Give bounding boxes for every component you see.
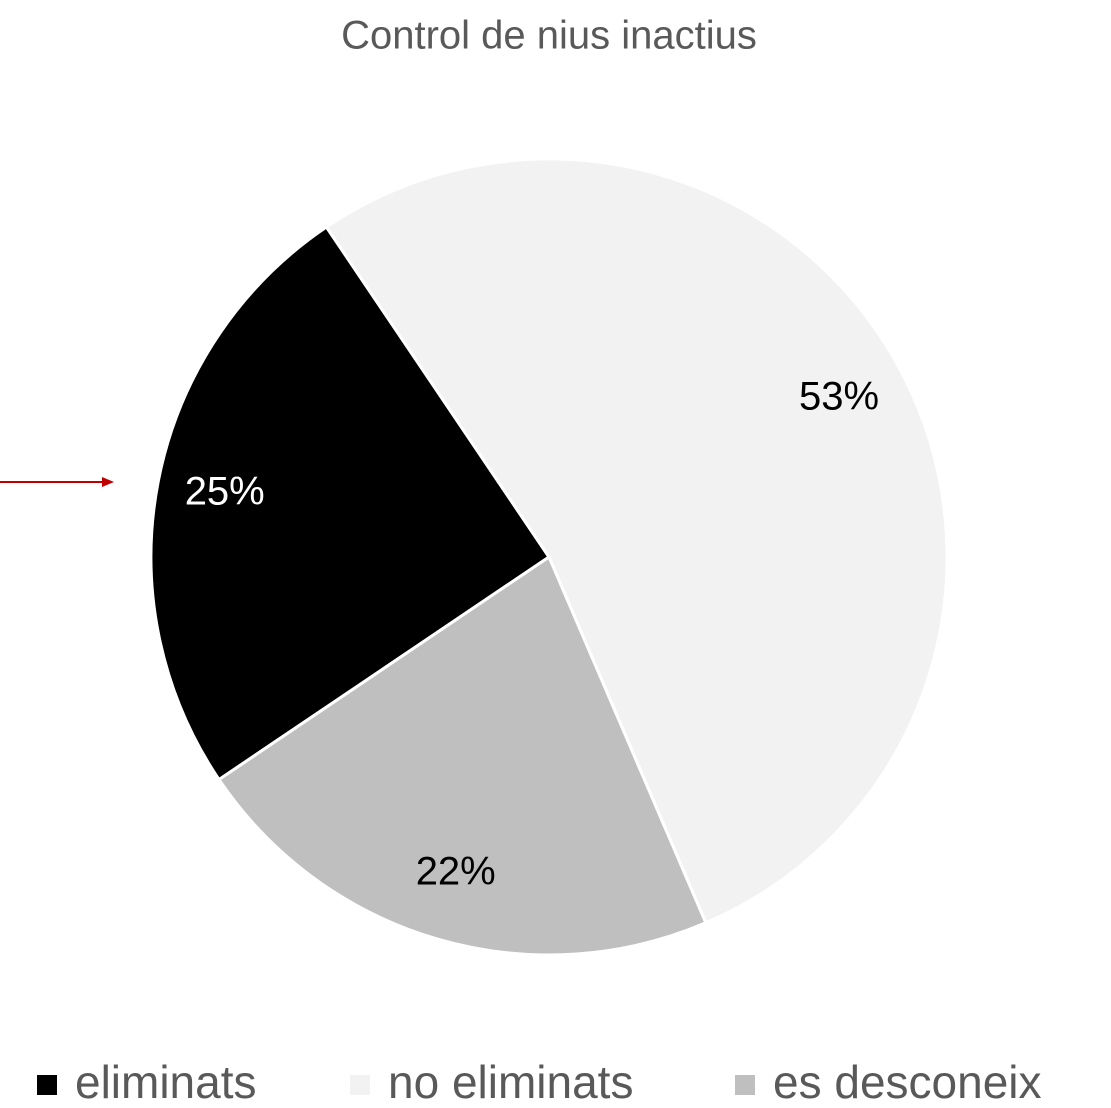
- pie: 25% 53% 22%: [149, 157, 949, 957]
- legend-label: es desconeix: [773, 1056, 1042, 1108]
- chart-title: Control de nius inactius: [341, 14, 757, 58]
- annotation-arrowhead: [102, 477, 114, 487]
- legend: eliminats no eliminats es desconeix: [37, 1056, 1042, 1108]
- pie-slice: [324, 157, 949, 925]
- data-label: 25%: [185, 470, 265, 514]
- data-label: 53%: [799, 374, 879, 418]
- legend-swatch: [735, 1075, 755, 1095]
- data-label: 22%: [416, 849, 496, 893]
- legend-label: eliminats: [75, 1056, 257, 1108]
- pie-slice: [216, 554, 708, 957]
- legend-label: no eliminats: [388, 1056, 633, 1108]
- legend-swatch: [350, 1075, 370, 1095]
- legend-swatch: [37, 1075, 57, 1095]
- pie-slice: [149, 224, 552, 782]
